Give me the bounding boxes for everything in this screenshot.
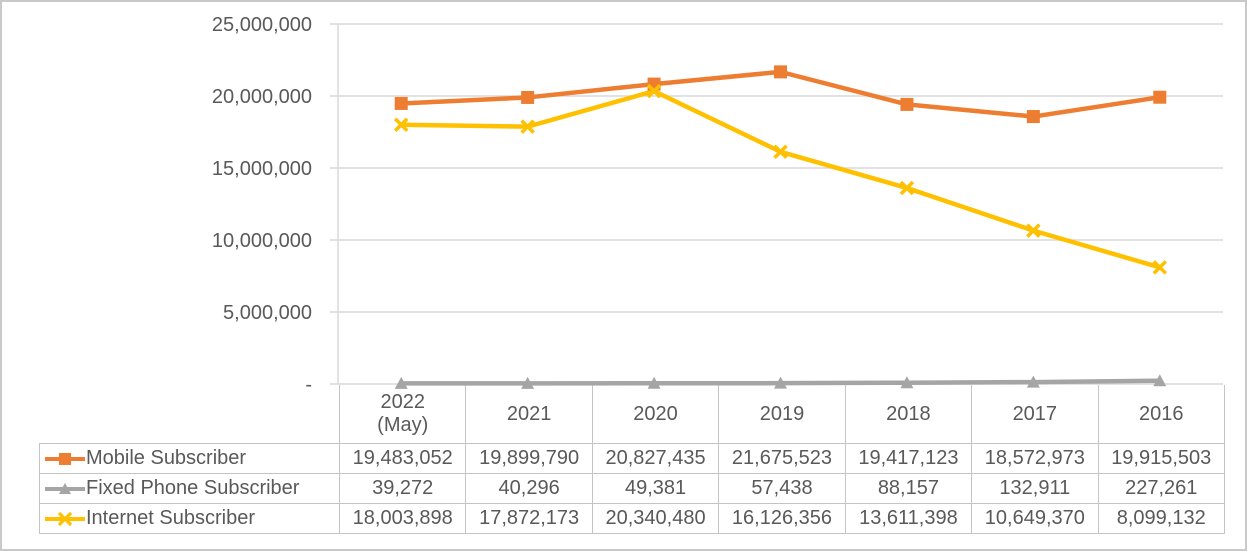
- value-cell: 132,911: [971, 473, 1099, 504]
- y-axis-tick-label: 25,000,000: [212, 14, 312, 36]
- value-cell: 19,483,052: [338, 443, 467, 474]
- value-cell: 8,099,132: [1097, 503, 1225, 534]
- value-cell: 40,296: [465, 473, 593, 504]
- x-axis-category-label: 2021: [465, 385, 593, 444]
- data-table: 2022 (May) 2021 2020 2019 2018 2017 2016 Mobile…: [39, 385, 1225, 534]
- y-axis-tick-label: 5,000,000: [223, 302, 312, 324]
- x-axis-category-label: 2016: [1097, 385, 1225, 444]
- series-name-label: Internet Subscriber: [86, 507, 255, 529]
- triangle-legend-marker-icon: [45, 482, 85, 494]
- series-legend-cell: Fixed Phone Subscriber: [39, 473, 340, 504]
- marker-internet-subscriber: [1152, 260, 1168, 275]
- value-cell: 13,611,398: [844, 503, 973, 534]
- value-cell: 20,827,435: [591, 443, 720, 474]
- table-corner-cell: [40, 385, 340, 444]
- marker-internet-subscriber: [1026, 223, 1041, 238]
- marker-internet-subscriber: [520, 119, 535, 134]
- y-axis-tick-label: 10,000,000: [212, 230, 312, 252]
- value-cell: 10,649,370: [971, 503, 1099, 534]
- marker-internet-subscriber: [773, 144, 788, 160]
- square-legend-marker-icon: [45, 452, 85, 465]
- y-axis-tick-label: 15,000,000: [212, 158, 312, 180]
- value-cell: 16,126,356: [718, 503, 846, 534]
- series-legend-cell: Internet Subscriber: [39, 503, 340, 534]
- table-row: Fixed Phone Subscriber 39,272 40,296 49,381…: [39, 473, 1225, 504]
- marker-internet-subscriber: [393, 117, 409, 132]
- value-cell: 88,157: [844, 473, 973, 504]
- value-cell: 227,261: [1097, 473, 1225, 504]
- x-axis-label-row: 2022 (May) 2021 2020 2019 2018 2017 2016: [40, 385, 1225, 444]
- chart-data-table: 2022 (May) 2021 2020 2019 2018 2017 2016 Mobile…: [39, 385, 1225, 534]
- marker-mobile-subscriber: [521, 90, 535, 104]
- value-cell: 49,381: [591, 473, 720, 504]
- x-axis-category-label: 2018: [844, 385, 973, 444]
- x-legend-marker-icon: [45, 511, 85, 526]
- value-cell: 57,438: [718, 473, 846, 504]
- marker-internet-subscriber: [520, 119, 535, 134]
- value-cell: 18,003,898: [338, 503, 467, 534]
- series-legend-cell: Mobile Subscriber: [39, 443, 340, 474]
- series-line-mobile-subscriber: [401, 69, 1161, 119]
- marker-internet-subscriber: [646, 83, 662, 99]
- x-axis-category-label: 2019: [718, 385, 846, 444]
- value-cell: 19,899,790: [465, 443, 593, 474]
- value-cell: 17,872,173: [465, 503, 593, 534]
- legend-entry: Mobile Subscriber: [44, 447, 337, 470]
- marker-mobile-subscriber: [647, 77, 661, 91]
- series-line-internet-subscriber: [401, 88, 1161, 270]
- marker-mobile-subscriber: [1153, 90, 1167, 104]
- marker-internet-subscriber: [899, 180, 915, 196]
- marker-mobile-subscriber: [394, 96, 408, 110]
- series-name-label: Mobile Subscriber: [86, 447, 247, 469]
- marker-internet-subscriber: [1152, 260, 1168, 275]
- x-axis-category-label: 2017: [971, 385, 1099, 444]
- value-cell: 39,272: [338, 473, 467, 504]
- table-row: Internet Subscriber 18,003,898 17,872,173 2…: [39, 503, 1225, 534]
- value-cell: 19,915,503: [1097, 443, 1225, 474]
- marker-internet-subscriber: [899, 180, 915, 196]
- value-cell: 19,417,123: [844, 443, 973, 474]
- series-line-fixed-phone-subscriber: [401, 378, 1160, 386]
- value-cell: 20,340,480: [591, 503, 720, 534]
- marker-mobile-subscriber: [774, 65, 787, 79]
- legend-entry: Fixed Phone Subscriber: [44, 477, 337, 500]
- series-name-label: Fixed Phone Subscriber: [86, 477, 300, 499]
- marker-internet-subscriber: [393, 117, 409, 132]
- value-cell: 21,675,523: [718, 443, 846, 474]
- table-row: Mobile Subscriber 19,483,052 19,899,790 20,…: [39, 443, 1225, 474]
- marker-internet-subscriber: [773, 144, 788, 160]
- marker-mobile-subscriber: [1026, 110, 1040, 124]
- legend-entry: Internet Subscriber: [44, 507, 337, 530]
- x-axis-category-label: 2020: [591, 385, 720, 444]
- marker-internet-subscriber: [646, 83, 662, 99]
- x-axis-category-label: 2022 (May): [338, 385, 467, 444]
- marker-mobile-subscriber: [900, 97, 914, 111]
- y-axis-tick-label: 20,000,000: [212, 86, 312, 108]
- marker-internet-subscriber: [1026, 223, 1041, 238]
- value-cell: 18,572,973: [971, 443, 1099, 474]
